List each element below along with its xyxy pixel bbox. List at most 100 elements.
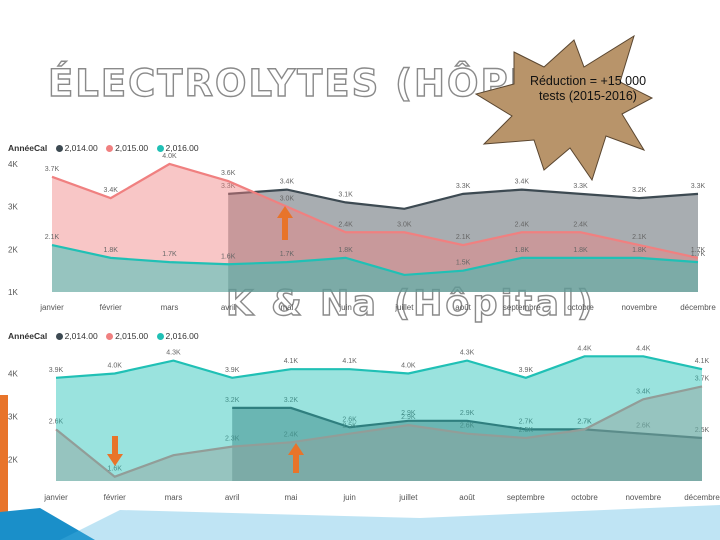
chart2-ytick: 4K — [8, 370, 18, 379]
chart1-data-label: 1.8K — [338, 247, 353, 254]
chart2-data-label: 4.4K — [577, 345, 592, 352]
chart2-ytick: 3K — [8, 413, 18, 422]
chart1-data-label: 3.4K — [515, 179, 530, 186]
chart2-data-label: 4.0K — [401, 363, 416, 370]
chart2-data-label: 2.4K — [284, 431, 299, 438]
chart2-xtick: septembre — [507, 493, 545, 502]
chart2-data-label: 2.9K — [460, 410, 475, 417]
electrolytes-area-chart: 4K 3K 2K 1K janvier février mars avril mai juin ju… — [8, 153, 716, 312]
chart2-xtick: novembre — [625, 493, 661, 502]
chart1-area-2,014.00 — [228, 189, 698, 292]
chart1-data-label: 1.6K — [221, 253, 236, 260]
chart1-area-2,016.00 — [52, 245, 698, 292]
chart2-arrow-head — [288, 443, 304, 455]
corner-wave-left — [0, 508, 95, 540]
chart1-data-label: 3.3K — [573, 183, 588, 190]
chart1-data-label: 1.7K — [691, 251, 706, 258]
legend1-swatch-2015 — [106, 145, 114, 152]
title-k-na: K & Na (Hôpital) — [225, 283, 596, 324]
chart1-xtick: mai — [280, 303, 293, 312]
corner-wave-right — [60, 505, 720, 540]
legend2-swatch-2014 — [55, 333, 63, 340]
chart2-xtick: août — [459, 493, 475, 502]
legend1-label-2015: 2,015.00 — [115, 143, 149, 153]
chart2-xtick: mai — [284, 493, 297, 502]
chart1-ytick: 4K — [8, 160, 18, 169]
chart2-xtick: octobre — [571, 493, 598, 502]
legend2-label-2016: 2,016.00 — [165, 331, 199, 341]
chart2-data-label: 2.3K — [225, 436, 240, 443]
chart1-xtick: décembre — [680, 303, 716, 312]
chart1-data-label: 4.0K — [162, 153, 177, 160]
chart2-xtick: décembre — [684, 493, 720, 502]
chart1-data-label: 3.0K — [397, 221, 412, 228]
chart2-data-label: 4.0K — [108, 363, 123, 370]
chart1-legend: AnnéeCal 2,014.00 2,015.00 2,016.00 — [8, 143, 199, 153]
chart1-data-label: 2.4K — [515, 221, 530, 228]
chart2-data-label: 2.5K — [695, 427, 710, 434]
chart1-data-label: 1.7K — [280, 251, 295, 258]
chart1-line-2,015.00 — [51, 162, 699, 259]
chart1-ytick: 2K — [8, 245, 18, 254]
chart1-data-label: 1.7K — [162, 251, 177, 258]
legend2-label-2015: 2,015.00 — [115, 331, 149, 341]
legend2-swatch-2015 — [106, 333, 114, 340]
chart2-data-label: 3.2K — [284, 397, 299, 404]
chart2-data-label: 2.9K — [401, 414, 416, 421]
chart1-data-label: 1.8K — [632, 247, 647, 254]
chart2-line-2,014.00 — [232, 406, 703, 440]
chart2-xtick: avril — [225, 493, 240, 502]
chart2-line-2,015.00 — [55, 385, 703, 478]
chart2-xtick: juillet — [398, 493, 418, 502]
chart1-data-label: 2.1K — [45, 234, 60, 241]
chart2-area-2,014.00 — [232, 407, 702, 481]
chart2-data-label: 3.9K — [519, 367, 534, 374]
chart1-data-label: 3.0K — [280, 196, 295, 203]
chart2-data-label: 3.2K — [225, 397, 240, 404]
chart1-data-label: 3.6K — [221, 170, 236, 177]
chart2-data-label: 2.5K — [519, 427, 534, 434]
chart1-data-label: 1.8K — [515, 247, 530, 254]
chart1-data-label: 3.3K — [691, 183, 706, 190]
chart2-data-label: 3.7K — [695, 375, 710, 382]
chart2-data-label: 4.1K — [284, 358, 299, 365]
chart2-data-label: 2.7K — [577, 418, 592, 425]
chart1-data-label: 3.2K — [632, 187, 647, 194]
chart2-data-label: 2.6K — [636, 423, 651, 430]
chart2-data-label: 2.7K — [577, 418, 592, 425]
chart1-xtick: juillet — [394, 303, 414, 312]
callout-text: Réduction = +15 000 tests (2015-2016) — [529, 74, 647, 103]
chart2-xtick: juin — [342, 493, 355, 502]
chart1-xtick: avril — [221, 303, 236, 312]
legend1-swatch-2014 — [55, 145, 63, 152]
chart1-data-label: 2.4K — [338, 221, 353, 228]
chart2-data-label: 2.5K — [342, 423, 357, 430]
legend1-title: AnnéeCal — [8, 143, 48, 153]
chart1-data-label: 3.3K — [221, 183, 236, 190]
chart2-data-label: 1.6K — [108, 466, 123, 473]
legend1-label-2016: 2,016.00 — [165, 143, 199, 153]
legend1-label-2014: 2,014.00 — [64, 143, 98, 153]
chart1-data-label: 3.4K — [280, 179, 295, 186]
chart2-data-label: 3.9K — [49, 367, 64, 374]
chart2-data-label: 3.9K — [225, 367, 240, 374]
chart2-data-label: 4.4K — [636, 345, 651, 352]
chart1-data-label: 1.5K — [456, 260, 471, 267]
chart2-data-label: 4.1K — [695, 358, 710, 365]
chart1-data-label: 2.1K — [632, 234, 647, 241]
chart2-arrow-shaft — [293, 455, 299, 473]
chart1-data-label: 1.8K — [573, 247, 588, 254]
chart1-data-label: 1.7K — [691, 247, 706, 254]
chart1-xtick: octobre — [567, 303, 594, 312]
chart2-data-label: 2.6K — [342, 416, 357, 423]
chart2-arrow-head — [107, 454, 123, 466]
chart1-data-label: 2.4K — [573, 221, 588, 228]
chart2-ytick: 2K — [8, 456, 18, 465]
chart2-line-2,016.00 — [55, 355, 703, 379]
chart2-data-label: 4.3K — [166, 350, 181, 357]
chart1-line-2,016.00 — [51, 243, 699, 277]
chart1-data-label: 3.3K — [456, 183, 471, 190]
chart1-data-label: 3.7K — [45, 166, 60, 173]
chart2-area-2,015.00 — [56, 386, 702, 481]
chart1-xtick: mars — [161, 303, 179, 312]
